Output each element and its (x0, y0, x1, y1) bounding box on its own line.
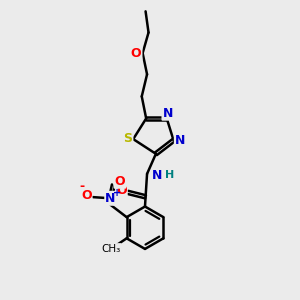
Text: O: O (115, 175, 125, 188)
Text: S: S (123, 132, 132, 145)
Text: O: O (131, 46, 142, 60)
Text: N: N (163, 107, 173, 120)
Text: O: O (116, 184, 127, 196)
Text: N: N (175, 134, 185, 147)
Text: O: O (81, 188, 92, 202)
Text: CH₃: CH₃ (102, 244, 121, 254)
Text: N: N (152, 169, 163, 182)
Text: -: - (79, 180, 84, 193)
Text: N: N (105, 192, 116, 205)
Text: +: + (113, 188, 121, 198)
Text: H: H (165, 170, 175, 180)
